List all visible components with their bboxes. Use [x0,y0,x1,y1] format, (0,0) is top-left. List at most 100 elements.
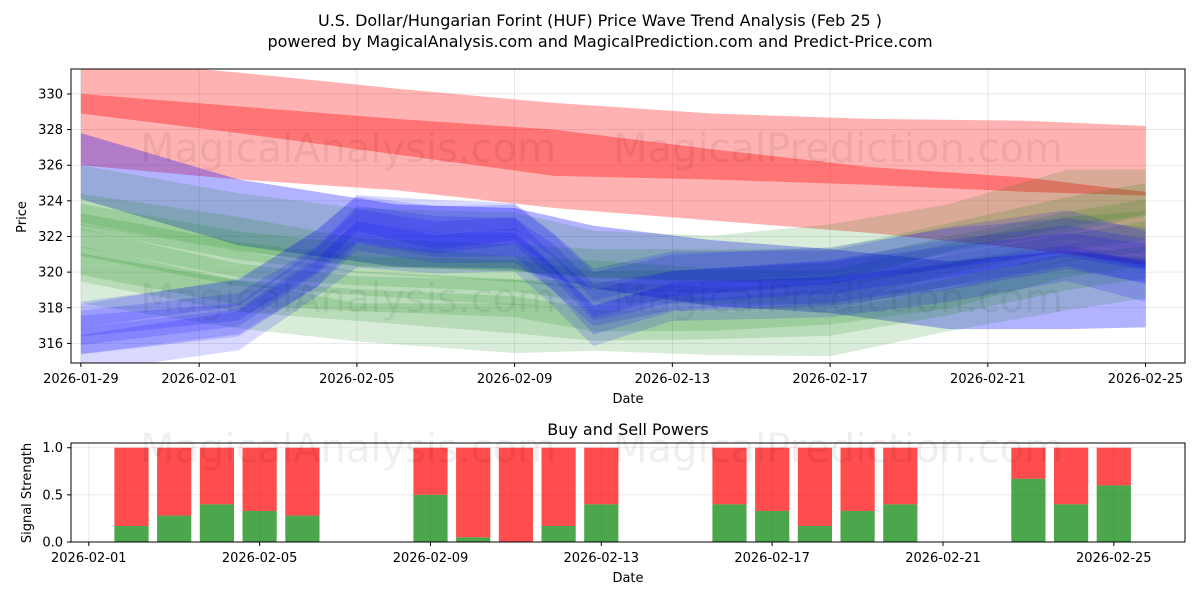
price-x-tick-label: 2026-02-13 [635,372,711,387]
price-plot-frame [70,68,1186,364]
buy-bar [285,515,320,542]
blue-waves-band-3 [80,221,1146,355]
buy-bar [883,504,918,542]
buy-sell-bars [114,447,1131,542]
sell-bar [1096,447,1131,486]
sell-bar [242,447,277,511]
buy-sell-y-tick-label: 1.0 [42,441,63,456]
buy-sell-x-tick-label: 2026-02-17 [734,551,810,566]
buy-sell-y-ticks: 0.0 0.5 1.0 [42,441,71,551]
buy-sell-plot: Buy and Sell Powers MagicalAnalysis.com … [20,420,1186,586]
price-x-tick-label: 2026-02-21 [950,372,1026,387]
watermark-main-top: MagicalAnalysis.com [140,126,556,172]
red-core-band [80,93,1146,196]
buy-bar [1096,485,1131,542]
chart-title: U.S. Dollar/Hungarian Forint (HUF) Price… [318,11,882,30]
buy-sell-x-tick-label: 2026-02-25 [1076,551,1152,566]
sell-bar [199,447,234,505]
buy-bar [797,526,832,542]
buy-bar [712,504,747,542]
price-y-axis-label: Price [15,201,30,233]
price-x-tick-label: 2026-02-05 [319,372,395,387]
buy-bar [584,504,619,542]
price-x-tick-label: 2026-02-17 [792,372,868,387]
buy-bar [840,510,875,542]
sell-bar [413,447,448,495]
price-y-ticks: 316 318 320 322 324 326 328 330 [38,87,71,352]
chart-subtitle: powered by MagicalAnalysis.com and Magic… [267,32,932,51]
blue-prediction-band [80,133,1146,330]
sell-bar [584,447,619,505]
sell-bar [755,447,790,511]
sell-bar [1011,447,1046,479]
sell-bar [840,447,875,511]
sell-bar [456,447,491,538]
price-series-group [80,69,1146,363]
price-y-tick-label: 320 [38,266,63,281]
sell-bar [285,447,320,516]
sell-bar [498,447,533,542]
buy-sell-y-tick-label: 0.0 [42,536,63,551]
buy-bar [114,526,149,542]
price-x-axis-label: Date [612,392,643,407]
sell-bar [797,447,832,526]
price-x-tick-label: 2026-02-25 [1108,372,1184,387]
buy-sell-x-tick-label: 2026-02-05 [222,551,298,566]
buy-bar [541,526,576,542]
price-x-tick-label: 2026-01-29 [43,372,119,387]
price-y-tick-label: 328 [38,123,63,138]
green-waves-band-7 [80,253,1146,357]
sell-bar [157,447,192,516]
sell-bar [1054,447,1089,505]
watermark-main-bottom: MagicalAnalysis.com [140,426,556,472]
green-waves-band-5 [80,224,1146,332]
blue-waves-band-1 [80,205,1146,346]
buy-sell-y-tick-label: 0.5 [42,488,63,503]
sell-bar [883,447,918,505]
buy-bar [1054,504,1089,542]
price-x-tick-label: 2026-02-01 [161,372,237,387]
buy-bar [456,537,491,542]
buy-bar [199,504,234,542]
blue-waves-band-4 [80,220,1146,363]
blue-waves-band-2 [80,209,1146,354]
price-y-tick-label: 324 [38,194,63,209]
watermark-secondary-bottom: MagicalPrediction.com [613,426,1063,472]
sell-bar [712,447,747,505]
buy-sell-plot-frame [70,442,1186,543]
price-y-tick-label: 330 [38,87,63,102]
buy-sell-x-ticks: 2026-02-01 2026-02-05 2026-02-09 2026-02-13… [51,542,1152,566]
price-y-tick-label: 316 [38,337,63,352]
price-wave-plot: MagicalAnalysis.com MagicalPrediction.co… [15,68,1186,407]
green-waves-band-4 [80,220,1146,312]
sell-bar [541,447,576,526]
buy-sell-x-tick-label: 2026-02-01 [51,551,127,566]
green-waves-band-2 [80,199,1146,293]
buy-sell-x-tick-label: 2026-02-09 [393,551,469,566]
price-y-tick-label: 322 [38,230,63,245]
price-grid [71,69,1185,363]
blue-waves-band-0 [80,195,1146,337]
buy-bar [413,494,448,542]
green-waves-band-0 [80,165,1146,286]
price-y-tick-label: 326 [38,159,63,174]
buy-bar [755,510,790,542]
buy-bar [1011,478,1046,542]
price-x-ticks: 2026-01-29 2026-02-01 2026-02-05 2026-02-09… [43,363,1183,387]
green-waves-band-6 [80,246,1146,341]
sell-bar [114,447,149,526]
buy-sell-x-tick-label: 2026-02-13 [564,551,640,566]
buy-sell-y-axis-label: Signal Strength [20,443,35,543]
buy-bar [242,510,277,542]
buy-sell-title: Buy and Sell Powers [547,420,709,439]
green-waves-band-1 [80,183,1146,283]
red-outer-band [80,69,1146,265]
blue-waves-band-5 [80,196,1146,328]
buy-sell-x-tick-label: 2026-02-21 [905,551,981,566]
price-x-tick-label: 2026-02-09 [477,372,553,387]
green-waves-band-3 [80,211,1146,305]
watermark-main-middle: MagicalAnalysis.com [140,276,556,322]
watermark-secondary-top: MagicalPrediction.com [613,126,1063,172]
buy-sell-x-axis-label: Date [612,571,643,586]
